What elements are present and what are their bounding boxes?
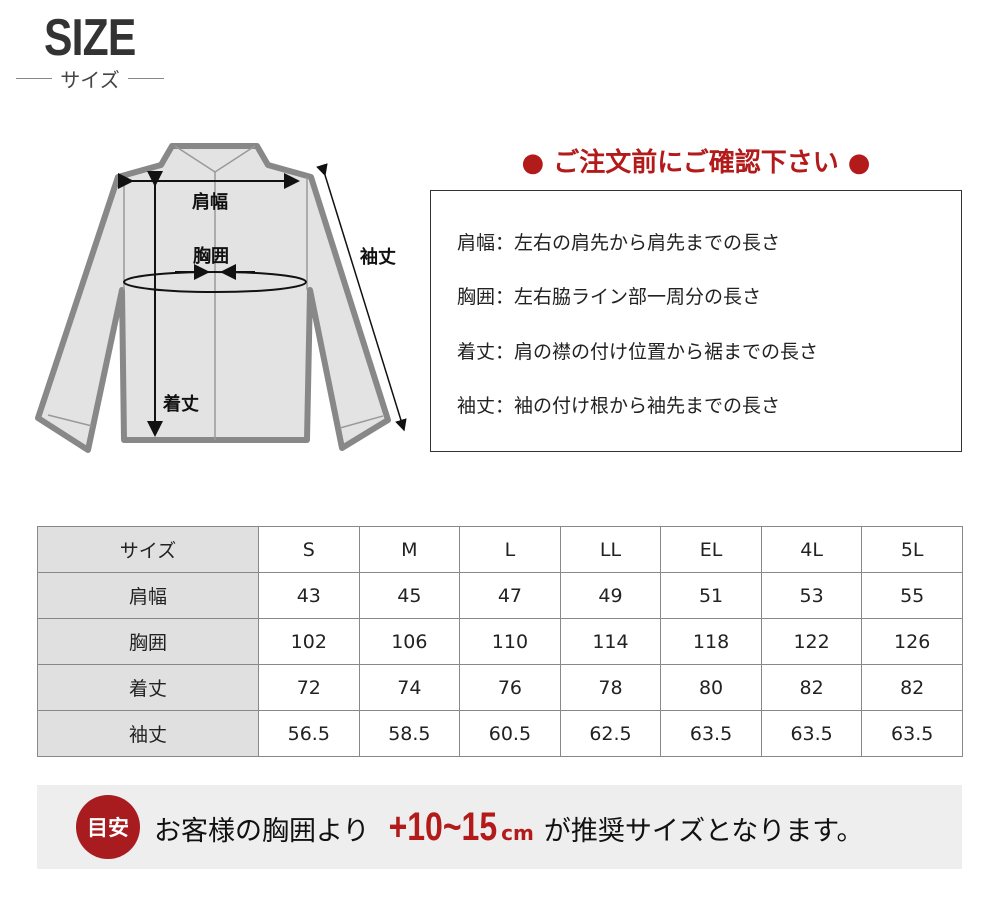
row-label: 肩幅 [37,572,259,619]
banner-unit: cm [501,820,534,845]
header-cell: 5L [861,526,963,573]
banner-text-after: が推奨サイズとなります。 [543,815,864,847]
header-cell: サイズ [37,526,259,573]
header-cell: LL [559,526,662,573]
divider [127,78,164,79]
size-value-cell: 63.5 [861,710,963,757]
size-value-cell: 43 [258,572,360,619]
size-value-cell: 49 [559,572,662,619]
label-chest: 胸囲 [193,246,229,267]
size-value-cell: 122 [760,618,863,665]
recommendation-banner: 目安 お客様の胸囲より +10~15 cm が推奨サイズとなります。 [37,785,962,869]
header-cell: M [358,526,461,573]
sleeve-arrow [316,163,407,432]
size-value-cell: 110 [459,618,561,665]
definition-sleeve: 袖丈：袖の付け根から袖先までの長さ [457,395,781,417]
size-value-cell: 51 [660,572,762,619]
shirt-diagram [35,143,407,453]
header-cell: 4L [760,526,863,573]
table-row: 肩幅 43 45 47 49 51 53 55 [37,572,963,619]
size-value-cell: 45 [358,572,461,619]
page-subtitle: サイズ [16,64,164,93]
size-value-cell: 76 [459,664,561,711]
size-value-cell: 82 [760,664,863,711]
guide-badge: 目安 [76,795,140,859]
size-value-cell: 63.5 [660,710,762,757]
size-value-cell: 63.5 [760,710,863,757]
size-value-cell: 72 [258,664,360,711]
size-value-cell: 102 [258,618,360,665]
measurement-definitions: 肩幅：左右の肩先から肩先までの長さ 胸囲：左右脇ライン部一周分の長さ 着丈：肩の… [430,190,962,452]
header-cell: S [258,526,360,573]
row-label: 胸囲 [37,618,259,665]
table-row: 袖丈 56.5 58.5 60.5 62.5 63.5 63.5 63.5 [37,710,963,757]
banner-text-before: お客様の胸囲より [154,815,370,847]
size-value-cell: 60.5 [459,710,561,757]
size-value-cell: 78 [559,664,662,711]
definition-length: 着丈：肩の襟の付け位置から裾までの長さ [457,341,819,363]
size-value-cell: 47 [459,572,561,619]
label-sleeve: 袖丈 [360,247,396,268]
size-value-cell: 126 [861,618,963,665]
definition-chest: 胸囲：左右脇ライン部一周分の長さ [457,286,762,308]
label-shoulder: 肩幅 [192,192,228,213]
size-value-cell: 58.5 [358,710,461,757]
shirt-illustration [35,143,391,453]
row-label: 袖丈 [37,710,259,757]
table-row: 胸囲 102 106 110 114 118 122 126 [37,618,963,665]
size-value-cell: 62.5 [559,710,662,757]
size-table: サイズ S M L LL EL 4L 5L 肩幅 43 45 47 49 51 53 55 胸囲… [37,526,963,757]
header-cell: EL [660,526,762,573]
chest-ellipse [123,271,307,293]
header-cell: L [459,526,561,573]
banner-range: +10~15 [389,804,498,849]
table-header-row: サイズ S M L LL EL 4L 5L [37,526,963,573]
row-label: 着丈 [37,664,259,711]
table-row: 着丈 72 74 76 78 80 82 82 [37,664,963,711]
subtitle-text: サイズ [60,68,120,92]
definition-shoulder: 肩幅：左右の肩先から肩先までの長さ [457,232,781,254]
size-value-cell: 118 [660,618,762,665]
page-title: SIZE [44,9,136,67]
size-value-cell: 74 [358,664,461,711]
size-value-cell: 106 [358,618,461,665]
size-value-cell: 114 [559,618,662,665]
notice-heading: ● ご注文前にご確認下さい ● [521,148,871,178]
size-value-cell: 53 [760,572,863,619]
divider [16,78,53,79]
size-value-cell: 56.5 [258,710,360,757]
size-value-cell: 80 [660,664,762,711]
size-value-cell: 55 [861,572,963,619]
size-value-cell: 82 [861,664,963,711]
label-length: 着丈 [163,394,199,415]
